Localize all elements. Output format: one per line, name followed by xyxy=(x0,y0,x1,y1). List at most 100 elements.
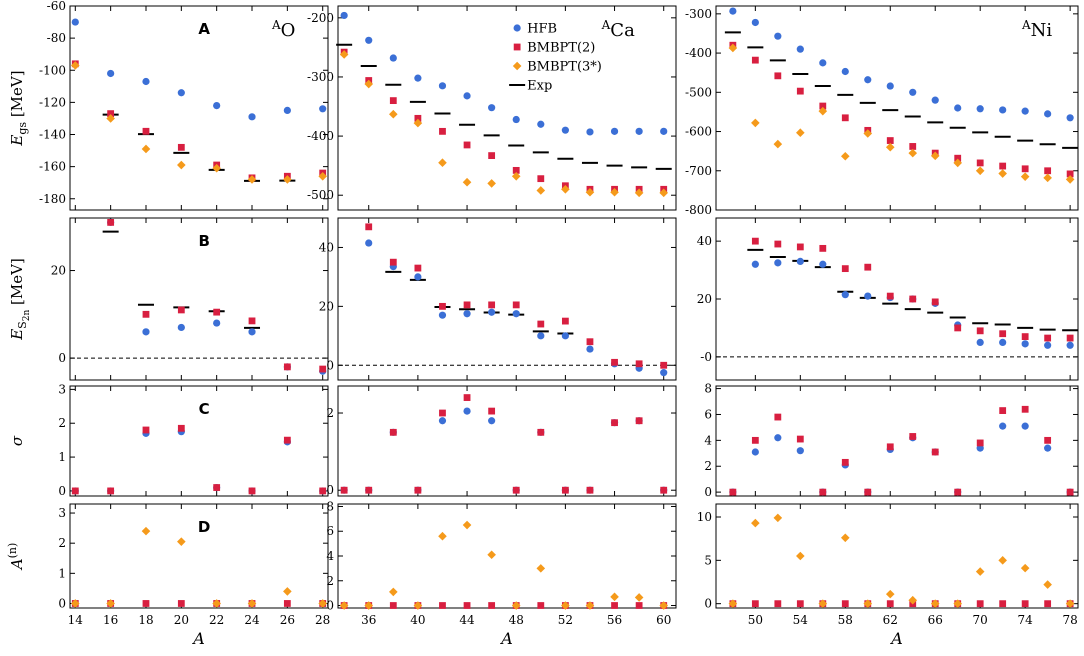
panel-d-ni-bm3-point xyxy=(998,556,1007,565)
panel-b-ca-hfb-point xyxy=(488,308,496,316)
panel-d-ca-bm2-point xyxy=(611,602,618,609)
panel-b-ni-bm2-point xyxy=(999,330,1007,338)
panel-d-ni-bm3-point xyxy=(908,595,918,605)
panel-b-ni-bm2-point xyxy=(751,237,759,245)
panel-d-ca-ytick-label: 8 xyxy=(326,499,334,513)
panel-a-ni-hfb-point xyxy=(796,45,804,53)
panel-d-ni-bm3-point xyxy=(953,599,963,608)
panel-c-o-bm2-point xyxy=(319,487,327,495)
panel-b-ca-ytick-label: 0 xyxy=(326,358,334,372)
panel-b-ca-frame xyxy=(337,217,677,381)
panel-c-ca-bm2-point xyxy=(561,486,569,494)
panel-c-o-bm2-point xyxy=(213,484,221,491)
panel-d-ca-bm2-point xyxy=(635,602,643,609)
panel-d-ni-bm3-point xyxy=(1065,599,1075,608)
panel-d-ca-bm3-point xyxy=(536,564,546,573)
panel-d-ni-frame xyxy=(715,503,1079,609)
panel-a-ca-hfb-point xyxy=(660,127,668,135)
panel-a-ni-ytick-label: -300 xyxy=(685,7,712,21)
panel-c-o-bm2-point xyxy=(107,487,115,495)
panel-b-ca-hfb-point xyxy=(660,369,668,377)
panel-a-o-hfb-point xyxy=(248,113,256,121)
panel-c-ni-hfb-point xyxy=(751,448,759,456)
panel-c-ni-ytick-label: 2 xyxy=(704,459,712,473)
panel-d-ni-xtick-label: 58 xyxy=(838,613,853,627)
panel-a-ni-hfb-point xyxy=(1066,114,1074,122)
panel-a-ca-bm2-point xyxy=(488,152,496,159)
panel-c-ni-ytick-label: 6 xyxy=(704,407,712,421)
panel-c-ca-ytick-label: 0 xyxy=(326,483,334,497)
panel-a-ni-bm3-point xyxy=(998,169,1007,178)
panel-a-ca-hfb-point xyxy=(537,120,545,128)
panel-d-ca-xtick-label: 48 xyxy=(509,613,524,627)
panel-letter-b: B xyxy=(198,232,209,250)
panel-d-ni-bm3-point xyxy=(840,533,850,543)
panel-d-ca-bm3-point xyxy=(511,601,521,610)
panel-c-ni-bm2-point xyxy=(931,448,939,456)
panel-a-o-ytick-label: -120 xyxy=(39,95,66,109)
panel-c-ca-hfb-point xyxy=(463,407,471,415)
panel-d-o-xtick-label: 14 xyxy=(68,613,84,627)
panel-b-ni-hfb-point xyxy=(841,291,849,299)
panel-d-ca-bm3-point xyxy=(438,531,447,541)
panel-d-ca-ytick-label: 0 xyxy=(326,599,334,613)
panel-b-ca-hfb-point xyxy=(586,345,594,353)
panel-c-ni-bm2-point xyxy=(864,488,872,496)
panel-c-ca-frame xyxy=(337,385,677,497)
panel-d-ni-bm3-point xyxy=(863,599,873,608)
panel-a-ni-bm2-point xyxy=(796,87,804,95)
panel-c-ca-bm2-point xyxy=(389,428,397,436)
panel-c-ni-ytick-label: 8 xyxy=(704,382,712,396)
panel-c-ca-bm2-point xyxy=(463,394,471,401)
panel-a-o-hfb-point xyxy=(177,89,185,97)
panel-b-ca-bm2-point xyxy=(611,358,618,366)
panel-c-ni-bm2-point xyxy=(886,443,894,451)
nucleus-superscript: A xyxy=(271,18,281,32)
panel-d-ca-bm3-point xyxy=(610,592,619,602)
panel-d-ca-bm3-point xyxy=(462,520,472,530)
panel-d-ni-bm3-point xyxy=(885,589,895,599)
panel-d-ni-bm3-point xyxy=(773,513,783,523)
panel-b-ca-hfb-point xyxy=(561,332,569,340)
panel-a-o-bm3-point xyxy=(177,160,186,170)
legend-hfb-marker xyxy=(513,24,521,32)
panel-b-ca-bm2-point xyxy=(439,302,446,310)
panel-d-ni-ytick-label: 5 xyxy=(704,553,712,567)
panel-a-o-hfb-point xyxy=(283,106,291,115)
panel-a-ca-hfb-point xyxy=(463,92,471,100)
panel-d-ni-xtick-label: 50 xyxy=(748,613,763,627)
panel-c-ni-bm2-point xyxy=(819,488,827,496)
panel-d-ni-bm3-point xyxy=(796,551,805,561)
panel-b-ni-bm2-point xyxy=(886,292,894,300)
panel-c-ni-bm2-point xyxy=(841,458,849,466)
panel-d-o-xtick-label: 24 xyxy=(244,613,260,627)
panel-b-ca-bm2-point xyxy=(488,301,496,309)
xlabel-o: A xyxy=(191,629,205,648)
panel-b-ni-hfb-point xyxy=(774,259,782,267)
panel-d-o-bm3-point xyxy=(106,599,115,608)
panel-d-ca-frame xyxy=(337,503,677,609)
panel-a-ca-hfb-point xyxy=(389,54,397,62)
panel-b-ca-hfb-point xyxy=(365,239,373,247)
panel-d-ni-bm3-point xyxy=(818,599,828,608)
panel-d-ni-bm3-point xyxy=(751,518,760,528)
panel-a-ni-bm3-point xyxy=(975,166,985,176)
panel-b-ni-hfb-point xyxy=(1066,341,1074,349)
panel-a-ca-bm2-point xyxy=(512,166,520,174)
panel-b-o-hfb-point xyxy=(213,319,221,327)
panel-c-ni-hfb-point xyxy=(796,447,804,455)
panel-d-ca-xtick-label: 60 xyxy=(656,613,671,627)
panel-a-ca-hfb-point xyxy=(586,128,594,136)
panel-b-ca-ytick-label: 20 xyxy=(319,299,334,313)
legend-bm2-marker xyxy=(513,43,521,51)
panel-d-o-xtick-label: 28 xyxy=(315,613,330,627)
xlabel-ca: A xyxy=(499,629,513,648)
panel-b-ni-hfb-point xyxy=(796,257,804,265)
panel-a-ni-bm2-point xyxy=(886,137,894,144)
panel-c-o-bm2-point xyxy=(283,436,291,444)
panel-b-ca-bm2-point xyxy=(463,301,471,309)
panel-b-o-bm2-point xyxy=(107,218,115,226)
panel-letter-a: A xyxy=(198,20,210,38)
panel-b-ni-bm2-point xyxy=(864,263,872,271)
